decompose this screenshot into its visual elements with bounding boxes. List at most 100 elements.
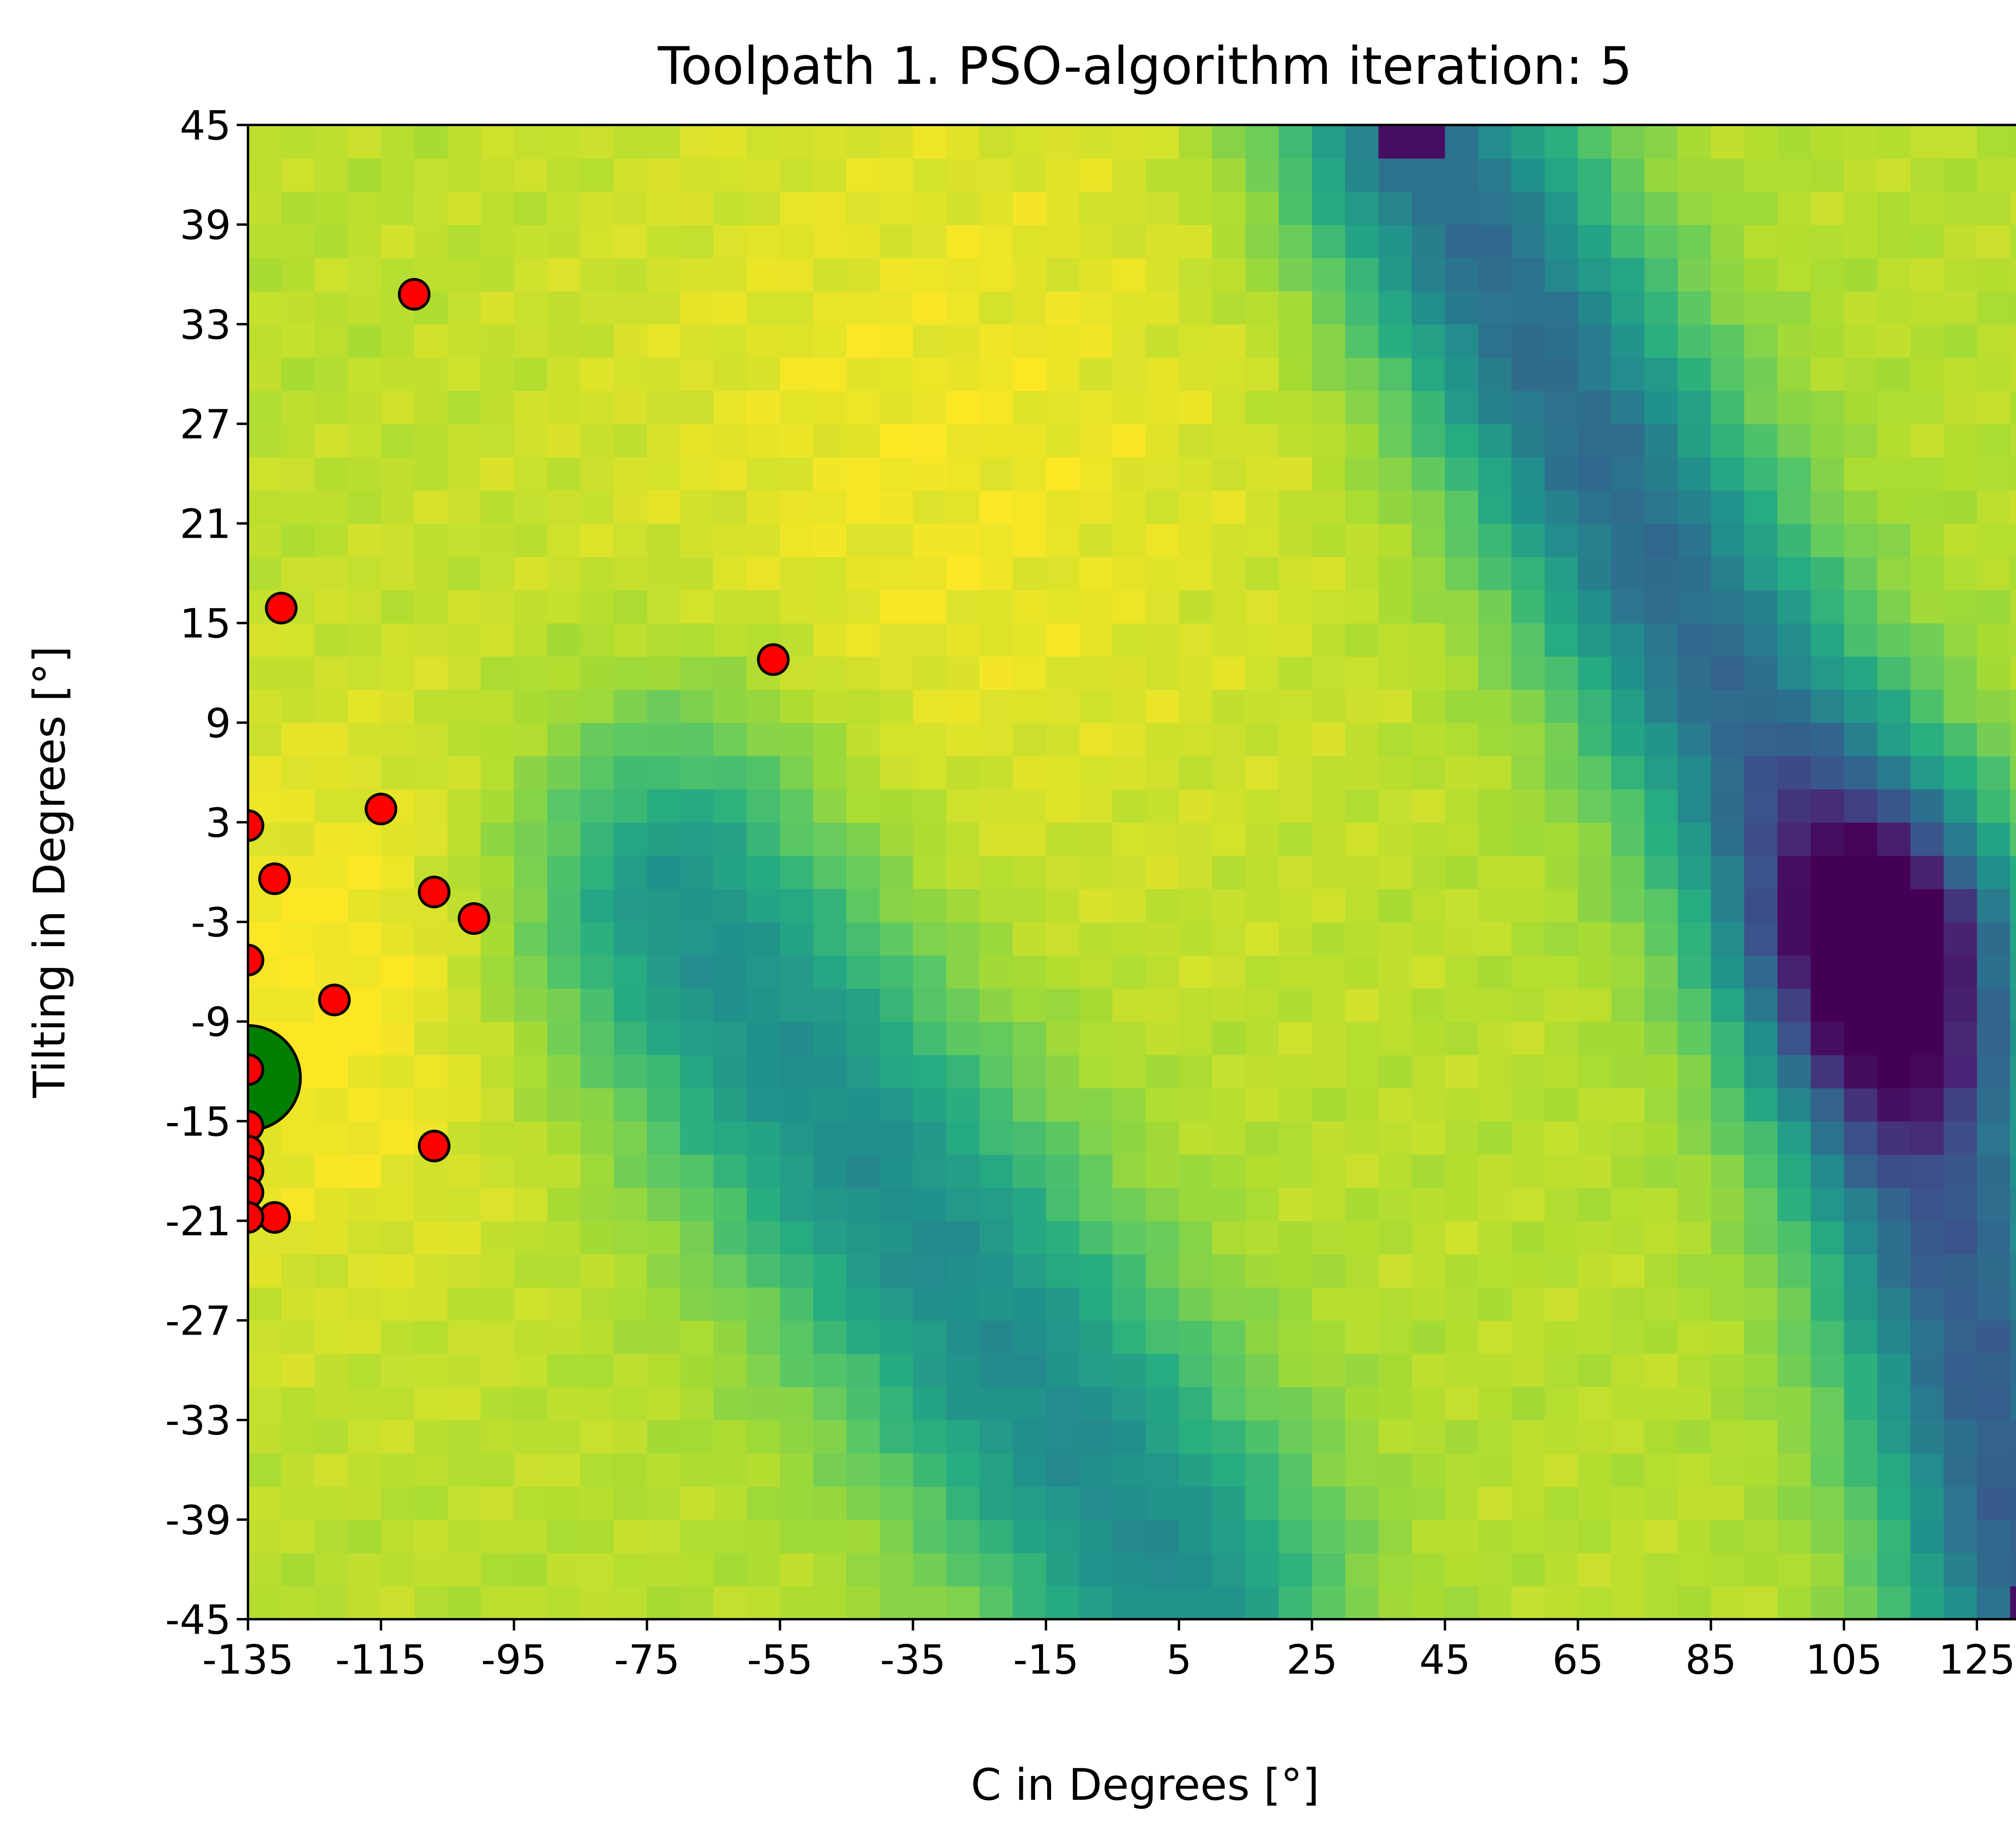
- heatmap-cell: [1378, 590, 1412, 624]
- heatmap-cell: [1578, 623, 1612, 657]
- heatmap-cell: [1412, 191, 1445, 225]
- heatmap-cell: [1112, 1420, 1146, 1454]
- heatmap-cell: [1777, 391, 1811, 424]
- heatmap-cell: [813, 1021, 847, 1055]
- heatmap-cell: [1312, 1553, 1346, 1587]
- heatmap-cell: [614, 1254, 648, 1288]
- heatmap-cell: [746, 490, 781, 524]
- heatmap-cell: [746, 291, 781, 325]
- heatmap-cell: [746, 125, 781, 159]
- heatmap-cell: [481, 324, 514, 358]
- heatmap-cell: [1145, 1121, 1179, 1155]
- heatmap-cell: [514, 922, 548, 956]
- heatmap: [248, 125, 2016, 1619]
- heatmap-cell: [1245, 955, 1279, 989]
- heatmap-cell: [281, 490, 315, 524]
- heatmap-cell: [514, 490, 548, 524]
- heatmap-cell: [1810, 955, 1845, 989]
- heatmap-cell: [248, 258, 282, 291]
- heatmap-cell: [813, 722, 847, 757]
- heatmap-cell: [1378, 623, 1412, 657]
- heatmap-cell: [1578, 357, 1612, 391]
- heatmap-cell: [946, 1420, 980, 1454]
- heatmap-cell: [1711, 1453, 1745, 1487]
- heatmap-cell: [680, 291, 714, 325]
- heatmap-cell: [946, 258, 980, 291]
- heatmap-cell: [514, 391, 548, 424]
- heatmap-cell: [447, 1088, 481, 1122]
- heatmap-cell: [1212, 988, 1246, 1022]
- heatmap-cell: [580, 1354, 614, 1387]
- heatmap-cell: [314, 888, 348, 923]
- heatmap-cell: [1644, 158, 1678, 192]
- heatmap-cell: [680, 158, 714, 192]
- heatmap-cell: [647, 1287, 681, 1321]
- heatmap-cell: [1578, 689, 1612, 723]
- heatmap-cell: [314, 1054, 348, 1088]
- heatmap-cell: [514, 623, 548, 657]
- heatmap-cell: [946, 955, 980, 989]
- heatmap-cell: [879, 1221, 914, 1254]
- heatmap-cell: [248, 490, 282, 524]
- heatmap-cell: [1777, 324, 1811, 358]
- heatmap-cell: [1943, 888, 1978, 923]
- heatmap-cell: [1844, 1354, 1878, 1387]
- heatmap-cell: [647, 855, 681, 889]
- heatmap-cell: [1445, 1221, 1479, 1254]
- heatmap-cell: [1445, 1387, 1479, 1420]
- heatmap-cell: [1877, 689, 1911, 723]
- heatmap-cell: [680, 125, 714, 159]
- heatmap-cell: [746, 1320, 781, 1354]
- heatmap-cell: [1711, 391, 1745, 424]
- heatmap-cell: [1378, 1154, 1412, 1188]
- heatmap-cell: [1145, 1221, 1179, 1254]
- y-tick-label: -21: [165, 1198, 231, 1245]
- heatmap-cell: [547, 623, 581, 657]
- heatmap-cell: [1611, 1254, 1645, 1288]
- heatmap-cell: [1345, 1453, 1379, 1487]
- plot-frame: [247, 124, 2016, 1620]
- heatmap-cell: [414, 1088, 448, 1122]
- heatmap-cell: [647, 955, 681, 989]
- heatmap-cell: [1777, 1320, 1811, 1354]
- heatmap-cell: [1212, 922, 1246, 956]
- heatmap-cell: [1810, 1021, 1845, 1055]
- heatmap-cell: [1046, 955, 1080, 989]
- heatmap-cell: [1677, 1021, 1712, 1055]
- heatmap-cell: [1179, 590, 1213, 624]
- heatmap-cell: [414, 1320, 448, 1354]
- heatmap-cell: [1345, 1420, 1379, 1454]
- heatmap-cell: [281, 158, 315, 192]
- heatmap-cell: [2010, 1320, 2016, 1354]
- heatmap-cell: [1412, 291, 1445, 325]
- heatmap-cell: [348, 822, 381, 856]
- heatmap-cell: [348, 1486, 381, 1520]
- heatmap-cell: [1910, 955, 1944, 989]
- heatmap-cell: [1511, 324, 1545, 358]
- heatmap-cell: [846, 1420, 880, 1454]
- heatmap-cell: [281, 1121, 315, 1155]
- heatmap-cell: [647, 1354, 681, 1387]
- heatmap-cell: [1079, 722, 1113, 757]
- heatmap-cell: [514, 1453, 548, 1487]
- heatmap-cell: [481, 1021, 514, 1055]
- heatmap-cell: [2010, 888, 2016, 923]
- heatmap-cell: [2010, 590, 2016, 624]
- heatmap-cell: [514, 324, 548, 358]
- heatmap-cell: [680, 1320, 714, 1354]
- heatmap-cell: [1445, 855, 1479, 889]
- heatmap-cell: [547, 855, 581, 889]
- heatmap-cell: [946, 457, 980, 491]
- heatmap-cell: [1378, 125, 1412, 159]
- heatmap-cell: [481, 1354, 514, 1387]
- heatmap-cell: [381, 1154, 415, 1188]
- heatmap-cell: [780, 291, 814, 325]
- heatmap-cell: [314, 1387, 348, 1420]
- heatmap-cell: [580, 1287, 614, 1321]
- heatmap-cell: [1212, 457, 1246, 491]
- heatmap-cell: [913, 822, 947, 856]
- heatmap-cell: [1345, 822, 1379, 856]
- heatmap-cell: [1012, 922, 1047, 956]
- heatmap-cell: [481, 523, 514, 557]
- heatmap-cell: [879, 756, 914, 790]
